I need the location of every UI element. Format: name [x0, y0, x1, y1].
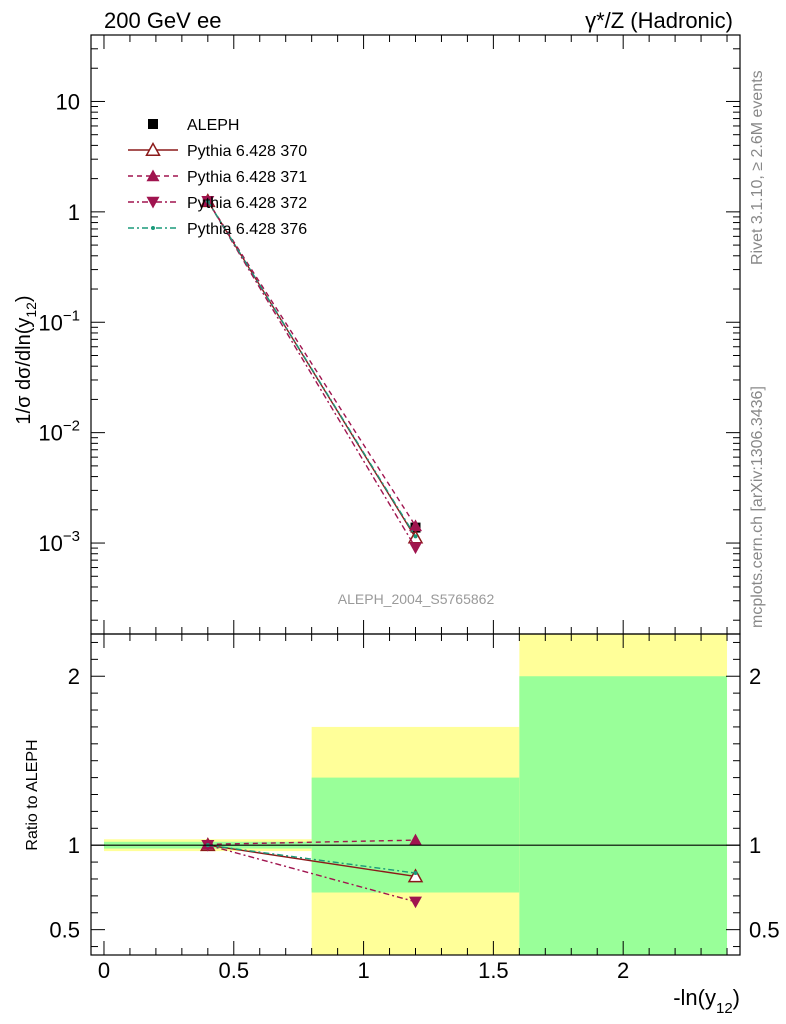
band-green-2 [519, 676, 728, 955]
rivet-label: Rivet 3.1.10, ≥ 2.6M events [749, 70, 766, 265]
legend-label-p376: Pythia 6.428 376 [187, 221, 307, 238]
ratio-ytick-label-right-1: 1 [749, 833, 761, 858]
header-left: 200 GeV ee [104, 8, 221, 33]
mcplots-label: mcplots.cern.ch [arXiv:1306.3436] [749, 386, 766, 628]
ratio-line-p372 [207, 844, 416, 903]
legend-label-p370: Pythia 6.428 370 [187, 143, 307, 160]
main-ytick-label-1: 1 [68, 200, 80, 225]
main-ytick-label-3: 10−2 [38, 418, 80, 446]
axes: 10 1 10−1 10−2 10−3 0 0.5 1 1.5 2 0.5 0.5 1 1 2 2 [38, 34, 780, 983]
legend-label-p371: Pythia 6.428 371 [187, 169, 307, 186]
xtick-label-2: 1 [357, 958, 369, 983]
ratio-ytick-label-0: 0.5 [49, 918, 80, 943]
legend-marker-p371 [146, 169, 160, 182]
legend-marker-p372 [146, 196, 160, 209]
ratio-ytick-label-right-2: 2 [749, 664, 761, 689]
ratio-point-p372-1 [409, 896, 422, 909]
main-point-p376-0 [205, 199, 210, 204]
ratio-point-p371-1 [409, 833, 422, 846]
main-ytick-label-4: 10−3 [38, 528, 80, 556]
legend-marker-p370 [145, 141, 161, 156]
main-line-p372 [207, 200, 417, 548]
ratio-ylabel: Ratio to ALEPH [24, 739, 41, 850]
xtick-label-0: 0 [98, 958, 110, 983]
ratio-ytick-label-right-0: 0.5 [749, 918, 780, 943]
ratio-point-p370-1 [407, 868, 424, 883]
ratio-line-p370 [207, 844, 416, 878]
main-plot-lines [200, 193, 424, 555]
xtick-label-4: 2 [617, 958, 629, 983]
ratio-ytick-label-1: 1 [68, 833, 80, 858]
ratio-line-p371 [207, 839, 416, 846]
main-point-p372-1 [409, 542, 422, 555]
legend-label-data: ALEPH [187, 117, 239, 134]
main-ytick-label-0: 10 [56, 89, 80, 114]
main-point-p376-1 [413, 534, 418, 539]
main-line-p376 [207, 200, 417, 537]
ratio-ytick-label-2: 2 [68, 664, 80, 689]
legend: ALEPH Pythia 6.428 370 Pythia 6.428 371 Pyt… [128, 117, 307, 238]
watermark: ALEPH_2004_S5765862 [338, 591, 495, 607]
main-ytick-label-2: 10−1 [38, 307, 80, 335]
main-point-p371-1 [409, 519, 422, 532]
header-right: γ*/Z (Hadronic) [585, 8, 733, 33]
xtick-label-3: 1.5 [478, 958, 509, 983]
legend-marker-data [148, 119, 158, 129]
ratio-point-p376-1 [413, 871, 418, 876]
xlabel: -ln(y12) [673, 985, 740, 1017]
legend-label-p372: Pythia 6.428 372 [187, 195, 307, 212]
main-ylabel: 1/σ dσ/dln(y12) [13, 295, 39, 424]
legend-marker-p376 [151, 226, 155, 230]
main-line-p371 [207, 200, 417, 527]
xtick-label-1: 0.5 [218, 958, 249, 983]
ratio-plot-lines [200, 833, 424, 909]
